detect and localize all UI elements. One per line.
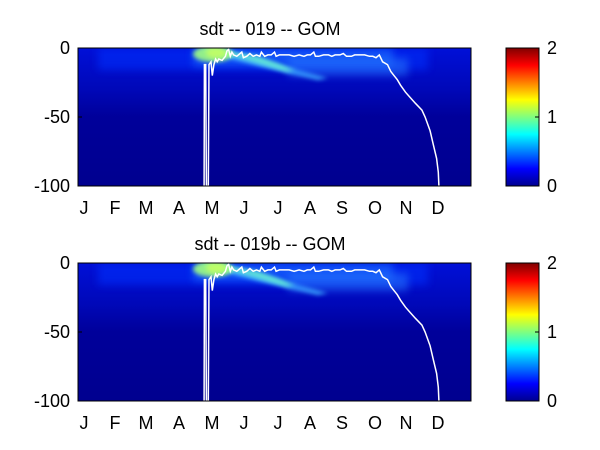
- x-tick-label: J: [80, 413, 89, 433]
- panel-2-y-ticks: 0 -50 -100: [34, 253, 82, 411]
- colorbar-tick-label: 1: [547, 322, 557, 342]
- panel-1-profile-line: [203, 48, 440, 187]
- panel-1-y-ticks: 0 -50 -100: [34, 38, 82, 196]
- x-tick-label: J: [240, 413, 249, 433]
- panel-2-hotspot-core: [206, 263, 226, 273]
- x-tick-label: N: [400, 413, 413, 433]
- x-tick-label: O: [368, 198, 382, 218]
- x-tick-label: A: [173, 413, 185, 433]
- x-tick-label: A: [304, 198, 316, 218]
- y-tick-label: -50: [44, 322, 70, 342]
- panel-1-mid-band: [288, 58, 408, 76]
- y-tick-label: -100: [34, 176, 70, 196]
- y-tick-label: -50: [44, 107, 70, 127]
- colorbar-tick-label: 0: [547, 176, 557, 196]
- x-tick-label: A: [304, 413, 316, 433]
- x-tick-label: D: [432, 413, 445, 433]
- colorbar-gradient: [505, 262, 540, 402]
- y-tick-label: 0: [60, 38, 70, 58]
- x-tick-label: A: [173, 198, 185, 218]
- colorbar-tick-label: 2: [547, 253, 557, 273]
- panel-2-colorbar: 2 1 0: [505, 253, 557, 411]
- panel-1: sdt -- 019 -- GOM 0 -50 -100 J F M A: [34, 19, 557, 218]
- x-tick-label: J: [80, 198, 89, 218]
- x-tick-label: M: [205, 198, 220, 218]
- x-tick-label: S: [336, 413, 348, 433]
- panel-2-title: sdt -- 019b -- GOM: [194, 234, 345, 254]
- x-tick-label: J: [240, 198, 249, 218]
- x-tick-label: M: [139, 413, 154, 433]
- panel-2-heatmap: [78, 263, 471, 401]
- panel-2-profile-line: [203, 263, 440, 402]
- colorbar-tick-label: 0: [547, 391, 557, 411]
- panel-2: sdt -- 019b -- GOM 0 -50 -100 J F M A: [34, 234, 557, 433]
- x-tick-label: J: [274, 198, 283, 218]
- x-tick-label: S: [336, 198, 348, 218]
- y-tick-label: 0: [60, 253, 70, 273]
- x-tick-label: D: [432, 198, 445, 218]
- panel-1-colorbar: 2 1 0: [505, 38, 557, 196]
- colorbar-tick-label: 2: [547, 38, 557, 58]
- panel-1-heatmap: [78, 48, 471, 186]
- x-tick-label: M: [139, 198, 154, 218]
- x-tick-label: O: [368, 413, 382, 433]
- panel-1-x-ticks: J F M A M J J A S O N D: [80, 198, 445, 218]
- colorbar-gradient: [505, 47, 540, 187]
- panel-1-title: sdt -- 019 -- GOM: [199, 19, 340, 39]
- x-tick-label: M: [205, 413, 220, 433]
- panel-2-mid-band: [288, 273, 408, 291]
- y-tick-label: -100: [34, 391, 70, 411]
- x-tick-label: N: [400, 198, 413, 218]
- colorbar-tick-label: 1: [547, 107, 557, 127]
- x-tick-label: F: [110, 198, 121, 218]
- x-tick-label: J: [274, 413, 283, 433]
- panel-1-hotspot-core: [206, 48, 226, 58]
- x-tick-label: F: [110, 413, 121, 433]
- panel-2-x-ticks: J F M A M J J A S O N D: [80, 413, 445, 433]
